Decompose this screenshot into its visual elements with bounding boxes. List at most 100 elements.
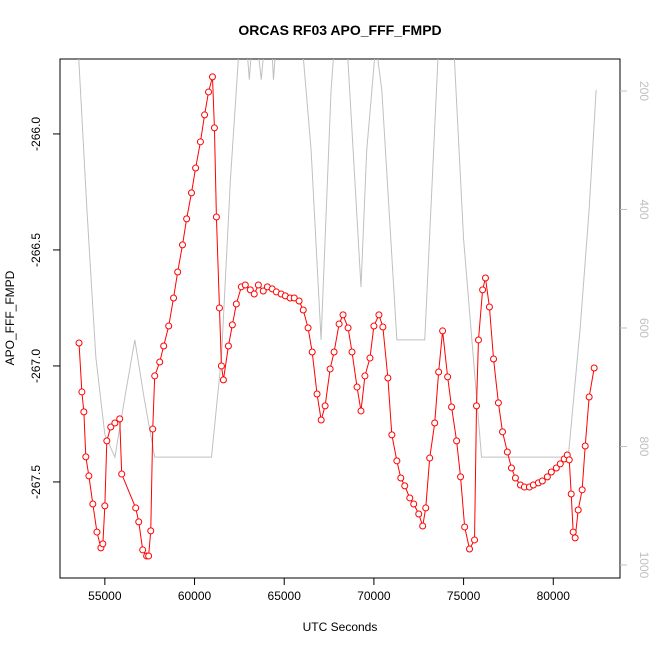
x-tick-label: 55000 [88, 589, 122, 603]
data-point [479, 286, 487, 294]
data-point [461, 523, 469, 531]
data-point [85, 472, 93, 480]
data-point [410, 500, 418, 508]
data-point [444, 373, 452, 381]
data-point [326, 365, 334, 373]
data-point [419, 522, 427, 530]
data-point [224, 342, 232, 350]
data-point [179, 241, 187, 249]
x-tick-label: 65000 [268, 589, 302, 603]
data-point [330, 348, 338, 356]
data-point [313, 390, 321, 398]
data-point [132, 504, 140, 512]
data-point [481, 274, 489, 282]
plot-frame [59, 58, 621, 579]
data-point [196, 138, 204, 146]
data-point [348, 348, 356, 356]
data-point [205, 88, 213, 96]
data-point [384, 374, 392, 382]
data-point [165, 322, 173, 330]
x-axis-label: UTC Seconds [303, 620, 378, 634]
data-point [547, 468, 555, 476]
data-point [101, 502, 109, 510]
data-point [485, 303, 493, 311]
y-tick-label: -266.0 [29, 117, 43, 151]
y2-tick-label: 600 [637, 318, 650, 338]
data-point [406, 494, 414, 502]
data-point [511, 474, 519, 482]
y-tick-label: -267.0 [29, 349, 43, 383]
data-point [228, 321, 236, 329]
data-point [250, 290, 258, 298]
data-point [415, 510, 423, 518]
data-point [103, 437, 111, 445]
data-point [571, 534, 579, 542]
data-point [215, 304, 223, 312]
data-point [139, 546, 147, 554]
data-point [379, 323, 387, 331]
data-point [219, 376, 227, 384]
data-point [471, 536, 479, 544]
y2-tick-label: 400 [637, 199, 650, 219]
data-point [145, 552, 153, 560]
data-point [448, 403, 456, 411]
data-point [170, 294, 178, 302]
data-point [75, 339, 83, 347]
data-point [422, 504, 430, 512]
data-point [78, 388, 86, 396]
data-point [93, 528, 101, 536]
data-point [361, 372, 369, 380]
data-point [246, 286, 254, 294]
data-point [494, 399, 502, 407]
data-point [357, 407, 365, 415]
data-point [353, 383, 361, 391]
data-point [370, 322, 378, 330]
data-point [565, 456, 573, 464]
data-point [439, 327, 447, 335]
data-point [151, 372, 159, 380]
plot-area [75, 59, 598, 560]
data-point [435, 368, 443, 376]
data-point [569, 528, 577, 536]
data-point [241, 281, 249, 289]
data-point [156, 358, 164, 366]
data-point [147, 527, 155, 535]
data-point [183, 215, 191, 223]
data-point [474, 336, 482, 344]
data-point [388, 431, 396, 439]
series-line [78, 76, 595, 557]
data-point [366, 354, 374, 362]
data-point [201, 111, 209, 119]
data-point [466, 545, 474, 553]
x-tick-label: 80000 [537, 589, 571, 603]
data-point [567, 490, 575, 498]
data-point [507, 464, 515, 472]
data-point [208, 73, 216, 81]
data-point [574, 506, 582, 514]
data-point [393, 457, 401, 465]
series-line [78, 59, 597, 459]
data-point [339, 311, 347, 319]
x-tick-label: 70000 [357, 589, 391, 603]
data-point [543, 473, 551, 481]
data-point [149, 425, 157, 433]
data-point [581, 442, 589, 450]
data-point [578, 486, 586, 494]
data-point [431, 419, 439, 427]
data-point [254, 281, 262, 289]
data-point [174, 268, 182, 276]
y-tick-label: -267.5 [29, 465, 43, 499]
data-point [499, 428, 507, 436]
data-point [556, 460, 564, 468]
y-tick-label: -266.5 [29, 233, 43, 267]
data-point [490, 355, 498, 363]
data-point [397, 474, 405, 482]
y-axis-label: APO_FFF_FMPD [3, 270, 17, 365]
data-point [192, 164, 200, 172]
data-point [335, 320, 343, 328]
data-point [375, 311, 383, 319]
data-point [426, 454, 434, 462]
data-point [118, 470, 126, 478]
